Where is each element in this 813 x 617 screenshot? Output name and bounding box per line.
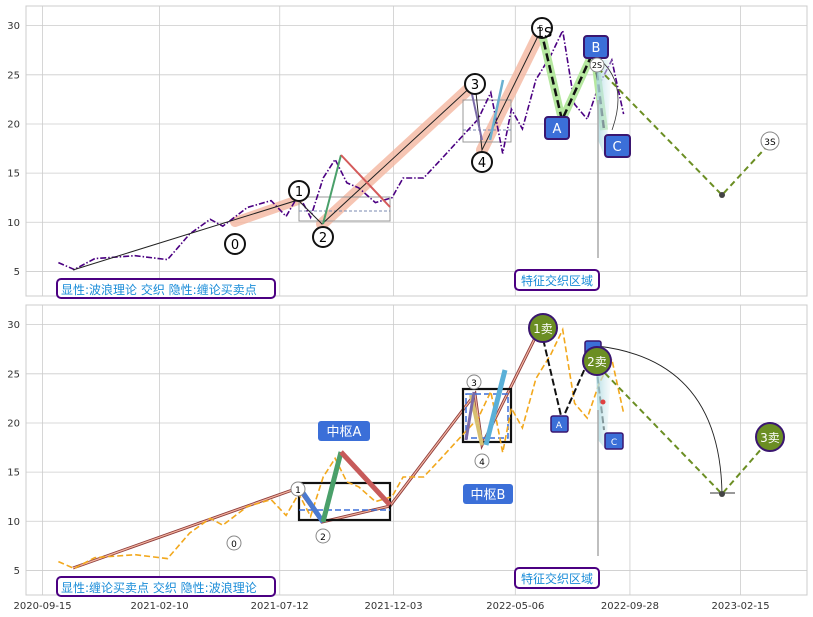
svg-text:特征交织区域: 特征交织区域: [521, 571, 593, 586]
svg-text:2: 2: [320, 533, 326, 543]
legend-top: 显性:波浪理论 交织 隐性:缠论买卖点: [56, 278, 276, 299]
svg-text:特征交织区域: 特征交织区域: [521, 273, 593, 288]
svg-text:C: C: [612, 140, 621, 155]
wave-label-4: 4: [471, 151, 493, 173]
wave-label-0-bottom: 0: [226, 535, 242, 551]
feature-zone-bottom: 特征交织区域: [514, 567, 600, 589]
wave-label-0: 0: [224, 233, 246, 255]
svg-text:1: 1: [295, 486, 301, 496]
svg-text:显性:波浪理论 交织 隐性:缠论买卖点: 显性:波浪理论 交织 隐性:缠论买卖点: [61, 282, 257, 297]
signal-sell-3: 3卖: [755, 422, 785, 452]
y-tick-label: 25: [7, 369, 20, 380]
svg-text:0: 0: [231, 540, 237, 550]
y-tick-label: 20: [7, 418, 20, 429]
pivot-box-b-inner: [465, 393, 509, 439]
x-tick-labels: 2020-09-15 2021-02-10 2021-07-12 2021-12-03…: [14, 601, 770, 612]
y-tick-label: 30: [7, 21, 20, 32]
wave-label-3-bottom: 3: [466, 374, 482, 390]
svg-text:4: 4: [479, 458, 485, 468]
y-tick-label: 10: [7, 517, 20, 528]
feature-zone-top: 特征交织区域: [514, 269, 600, 291]
svg-text:0: 0: [231, 238, 239, 253]
y-tick-label: 15: [7, 468, 20, 479]
y-tick-label: 15: [7, 169, 20, 180]
signal-sell-2: 2卖: [582, 346, 612, 376]
arc-bottom: [596, 345, 723, 495]
wave-label-2-bottom: 2: [315, 528, 331, 544]
svg-text:3卖: 3卖: [760, 431, 780, 445]
y-tick-label: 5: [14, 566, 20, 577]
pivot-box-a: [298, 196, 391, 222]
x-tick-label: 2022-09-28: [601, 601, 659, 612]
stroke-2-a: [320, 451, 344, 523]
wave-label-c: C: [604, 134, 631, 158]
svg-text:3S: 3S: [764, 138, 776, 148]
stroke-3-4b: [464, 391, 476, 441]
red-dot-bottom: [600, 399, 606, 405]
svg-text:2: 2: [319, 231, 327, 246]
svg-text:中枢B: 中枢B: [471, 488, 506, 503]
forecast-line-top: [597, 67, 771, 197]
svg-text:1: 1: [295, 185, 303, 200]
stroke-4-5: [483, 369, 508, 446]
svg-text:A: A: [553, 122, 562, 137]
wave-label-5: 51S: [531, 17, 553, 41]
svg-text:3: 3: [471, 379, 477, 389]
x-tick-label: 2021-12-03: [365, 601, 423, 612]
svg-text:A: A: [556, 421, 563, 431]
x-tick-label: 2021-07-12: [251, 601, 309, 612]
wave-label-c-bottom: C: [604, 432, 624, 450]
wave-label-3: 3: [464, 73, 486, 95]
stroke-a-b: [339, 450, 392, 507]
svg-text:显性:缠论买卖点 交织 隐性:波浪理论: 显性:缠论买卖点 交织 隐性:波浪理论: [61, 580, 257, 595]
top-plot-area: [25, 5, 808, 297]
x-tick-label: 2020-09-15: [14, 601, 72, 612]
y-tick-label: 30: [7, 320, 20, 331]
svg-text:2S: 2S: [592, 61, 602, 70]
signal-2s-top: 2S: [589, 57, 605, 73]
y-tick-label: 5: [14, 267, 20, 278]
wave-label-1: 1: [288, 180, 310, 202]
forecast-point-top: [719, 192, 725, 198]
wave-label-2: 2: [312, 226, 334, 248]
svg-text:2卖: 2卖: [587, 355, 607, 369]
svg-text:1卖: 1卖: [533, 322, 553, 336]
svg-text:3: 3: [471, 78, 479, 93]
wave-4-sub: [488, 79, 505, 141]
price-line-bottom: [58, 326, 625, 570]
legend-bottom: 显性:缠论买卖点 交织 隐性:波浪理论: [56, 576, 276, 597]
svg-text:B: B: [592, 41, 601, 56]
x-tick-label: 2022-05-06: [486, 601, 544, 612]
svg-text:1S: 1S: [536, 26, 553, 41]
svg-text:5: 5: [538, 24, 543, 33]
top-panel: 0 1 2 3 4 51S A B C 2S 3S 显性:波浪理论 交织 隐性:…: [56, 17, 780, 299]
wave-label-a-bottom: A: [550, 415, 569, 433]
pivot-label-a: 中枢A: [318, 421, 370, 441]
y-tick-label: 20: [7, 119, 20, 130]
svg-text:C: C: [611, 438, 617, 448]
bottom-plot-area: [25, 304, 808, 596]
wave-label-b: B: [583, 35, 609, 59]
x-tick-label: 2021-02-10: [131, 601, 189, 612]
wave-2-segment: [322, 154, 342, 225]
pivot-label-b: 中枢B: [463, 484, 513, 504]
bottom-panel: 0 1 2 3 4 A C 中枢A 中枢B 1卖 2卖 3卖 显性:缠论买卖点 …: [56, 313, 785, 597]
svg-text:中枢A: 中枢A: [327, 425, 362, 440]
wave-label-4-bottom: 4: [474, 453, 490, 469]
wave-label-1-bottom: 1: [290, 481, 306, 497]
signal-sell-1: 1卖: [528, 313, 558, 343]
y-tick-labels: 5 10 15 20 25 30 5 10 15 20 25 30: [7, 21, 20, 577]
forecast-point-bottom: [719, 491, 725, 497]
wave-2b-segment: [340, 154, 391, 208]
signal-3s-top: 3S: [760, 131, 780, 151]
c-wedge-bottom: [596, 360, 612, 450]
y-tick-label: 10: [7, 218, 20, 229]
c-wedge-top: [596, 60, 612, 160]
svg-text:4: 4: [478, 156, 486, 171]
grid-lines: [26, 6, 807, 595]
wave-label-a: A: [544, 116, 570, 140]
y-tick-label: 25: [7, 70, 20, 81]
x-tick-label: 2023-02-15: [712, 601, 770, 612]
